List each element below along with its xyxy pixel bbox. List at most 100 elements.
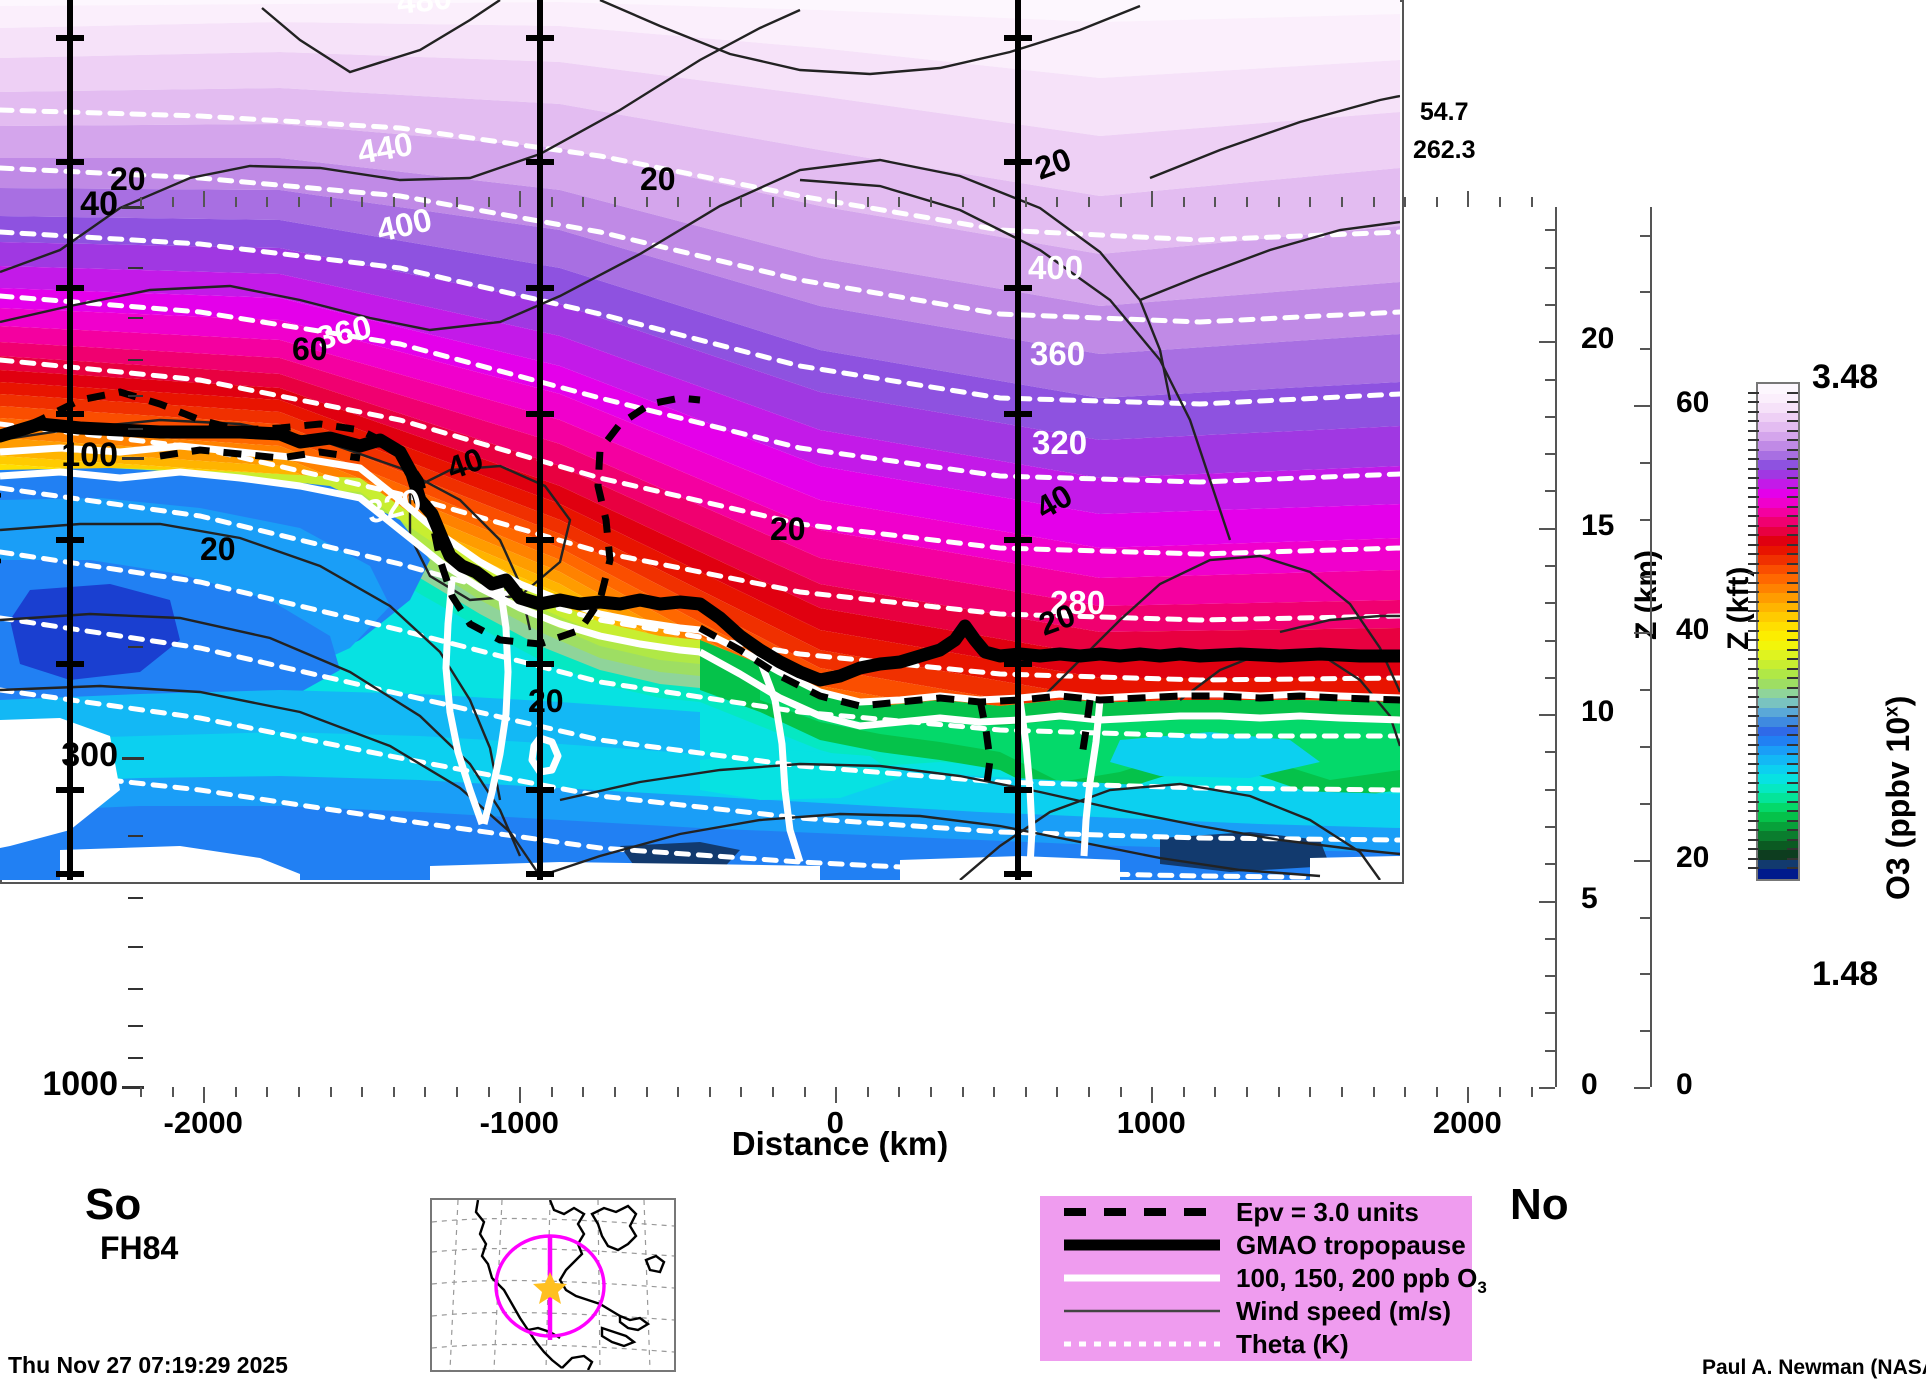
colorbar-tick (1748, 439, 1759, 442)
distance-tick (708, 1087, 711, 1097)
z-km-tick (1545, 639, 1555, 642)
colorbar-tick (1748, 600, 1759, 603)
distance-tick-label: -2000 (163, 1105, 243, 1140)
colorbar-tick (1748, 543, 1759, 546)
distance-tick (1246, 1087, 1249, 1097)
colorbar-tick (1748, 696, 1759, 699)
pressure-minor-tick (128, 395, 143, 398)
distance-tick-label: -1000 (479, 1105, 559, 1140)
distance-tick (329, 1087, 332, 1097)
distance-tick (298, 1087, 300, 1097)
colorbar-segment (1758, 650, 1798, 660)
distance-tick-top (1088, 197, 1091, 207)
colorbar-tick (1787, 762, 1798, 765)
z-kft-tick (1640, 348, 1650, 351)
pressure-tick-label: 100 (61, 435, 118, 474)
colorbar-segment (1758, 840, 1798, 851)
distance-tick-top (1277, 197, 1280, 207)
colorbar-tick (1748, 429, 1759, 432)
colorbar-segment (1758, 507, 1798, 518)
distance-tick-top (1340, 197, 1343, 207)
colorbar-tick (1748, 677, 1759, 680)
distance-tick (487, 1087, 490, 1097)
colorbar-segment (1758, 517, 1798, 527)
legend-row: Wind speed (m/s) (1040, 1295, 1472, 1328)
colorbar-segment (1758, 859, 1798, 870)
colorbar-tick (1787, 800, 1798, 803)
colorbar-tick (1787, 477, 1798, 480)
distance-tick (424, 1087, 427, 1097)
colorbar-tick (1787, 791, 1798, 794)
colorbar-tick (1787, 743, 1798, 746)
distance-tick (1182, 1087, 1185, 1097)
colorbar-tick (1748, 867, 1759, 870)
colorbar-tick (1748, 477, 1759, 480)
distance-tick (140, 1087, 142, 1097)
distance-tick-top (993, 197, 996, 207)
colorbar-segment (1758, 536, 1798, 546)
distance-tick (1498, 1087, 1501, 1097)
colorbar-segment (1758, 631, 1798, 641)
distance-tick-label: 2000 (1432, 1105, 1502, 1140)
location-inset-map (430, 1198, 676, 1372)
colorbar-tick (1748, 724, 1759, 727)
forecast-hour-label: FH84 (100, 1230, 179, 1266)
svg-text:480: 480 (395, 0, 454, 21)
z-km-tick (1539, 900, 1555, 903)
colorbar-title: O3 (ppbv 10x) (1880, 696, 1917, 900)
legend-label-epv: Epv = 3.0 units (1236, 1197, 1419, 1227)
colorbar-tick (1787, 867, 1798, 870)
z-km-tick (1545, 1012, 1555, 1015)
z-km-tick (1545, 490, 1555, 493)
distance-tick-top (234, 197, 237, 207)
distance-tick-top (550, 197, 553, 207)
pressure-minor-tick (128, 896, 143, 899)
colorbar-tick (1748, 743, 1759, 746)
colorbar-tick (1748, 496, 1759, 499)
colorbar-segment (1758, 479, 1798, 489)
colorbar-segment (1758, 726, 1798, 737)
colorbar-tick (1787, 581, 1798, 584)
colorbar-segment (1758, 688, 1798, 699)
dashed-line-icon (1064, 1208, 1220, 1216)
distance-tick (1119, 1087, 1122, 1097)
distance-tick (1467, 1087, 1470, 1103)
colorbar-segment (1758, 403, 1798, 413)
z-km-tick-label: 0 (1581, 1068, 1598, 1101)
colorbar-segment (1758, 441, 1798, 451)
colorbar-segment (1758, 469, 1798, 480)
colorbar-tick (1787, 562, 1798, 565)
colorbar-tick (1748, 410, 1759, 413)
colorbar-tick (1748, 581, 1759, 584)
distance-tick (1435, 1087, 1438, 1097)
station-star-marker (533, 1272, 567, 1304)
distance-tick (582, 1087, 585, 1097)
colorbar-segment (1758, 612, 1798, 622)
z-km-axis-label: Z (km) (1630, 550, 1663, 640)
distance-tick (361, 1087, 364, 1097)
colorbar-tick (1748, 420, 1759, 423)
svg-text:20: 20 (528, 683, 564, 719)
z-km-tick (1545, 453, 1555, 456)
pressure-tick (122, 206, 144, 209)
colorbar-tick (1787, 772, 1798, 775)
z-km-tick (1539, 714, 1555, 717)
distance-tick-top (1056, 197, 1059, 207)
colorbar-tick (1748, 524, 1759, 527)
legend-row: Epv = 3.0 units (1040, 1196, 1472, 1229)
distance-tick-top (1404, 197, 1407, 207)
colorbar-tick (1787, 467, 1798, 470)
svg-text:360: 360 (1030, 335, 1085, 372)
colorbar-segment (1758, 821, 1798, 832)
distance-tick (519, 1087, 522, 1103)
pressure-tick (122, 756, 144, 760)
colorbar-tick (1748, 753, 1759, 756)
cross-section-plot: 480 440 400 360 320 400 360 320 280 20 2… (0, 0, 1404, 884)
z-km-tick (1545, 564, 1555, 567)
colorbar-tick (1748, 401, 1759, 404)
z-km-tick (1545, 975, 1555, 978)
colorbar (1756, 382, 1800, 881)
distance-tick (1309, 1087, 1312, 1097)
colorbar-segment (1758, 564, 1798, 575)
colorbar-segment (1758, 498, 1798, 508)
